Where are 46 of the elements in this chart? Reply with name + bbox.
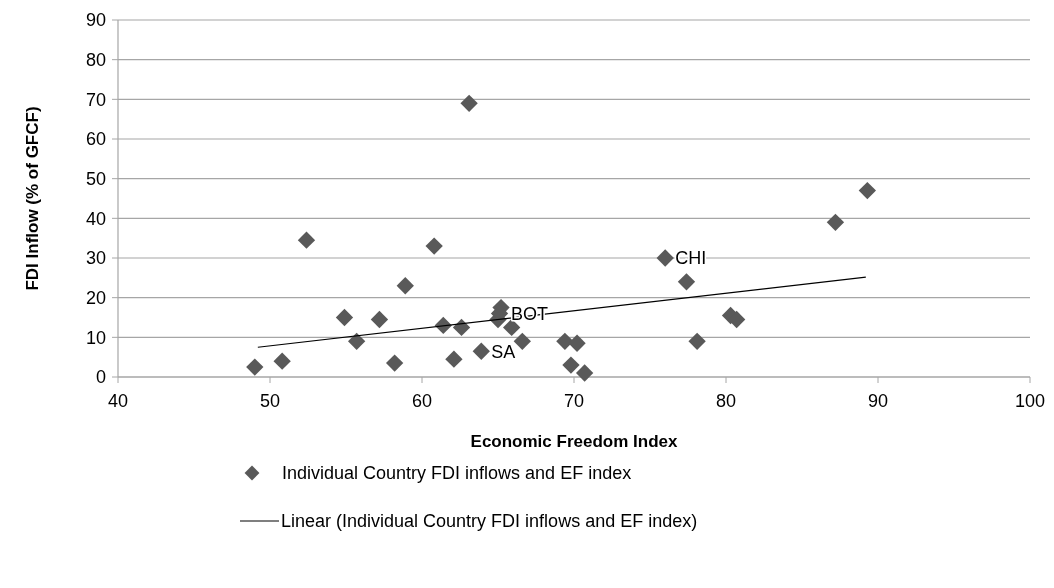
point [347, 332, 366, 350]
x-tick-label: 50 [259, 391, 281, 411]
point [575, 364, 594, 382]
x-tick-label: 60 [411, 391, 433, 411]
point [562, 356, 580, 374]
point [656, 249, 674, 267]
y-tick-label: 20 [85, 287, 106, 308]
y-axis-title: FDI Inflow (% of GFCF) [23, 106, 42, 291]
point [513, 332, 531, 350]
point [568, 334, 586, 352]
point [556, 332, 574, 350]
y-tick-label: 30 [85, 248, 106, 269]
point [273, 352, 291, 370]
point [445, 350, 463, 368]
x-tick-label: 100 [1014, 391, 1046, 411]
point [246, 358, 264, 376]
y-tick-label: 90 [85, 10, 106, 31]
point [826, 213, 845, 231]
x-tick-label: 70 [563, 391, 585, 411]
point [335, 308, 354, 327]
point [370, 310, 389, 329]
legend-label: Linear (Individual Country FDI inflows and EF index) [281, 511, 698, 532]
y-tick-label: 0 [95, 367, 106, 388]
point [396, 277, 414, 295]
x-tick-label: 90 [867, 391, 889, 411]
point [858, 181, 877, 200]
y-tick-label: 80 [85, 49, 106, 70]
y-tick-label: 40 [85, 208, 106, 229]
y-tick-label: 60 [85, 129, 106, 150]
point [677, 273, 696, 291]
annotation: SA [491, 341, 516, 362]
y-tick-label: 70 [85, 89, 106, 110]
point [503, 318, 521, 337]
annotation: CHI [675, 248, 707, 269]
x-axis-title: Economic Freedom Index [470, 432, 678, 451]
x-tick-label: 80 [715, 391, 737, 411]
x-tick-label: 40 [107, 391, 129, 411]
point [472, 342, 490, 360]
point [385, 354, 404, 372]
y-tick-label: 10 [85, 327, 106, 348]
point [460, 94, 478, 112]
legend-label: Individual Country FDI inflows and EF index [282, 463, 632, 484]
point [425, 237, 443, 255]
point [297, 231, 316, 249]
point [688, 332, 706, 350]
y-tick-label: 50 [85, 168, 106, 189]
